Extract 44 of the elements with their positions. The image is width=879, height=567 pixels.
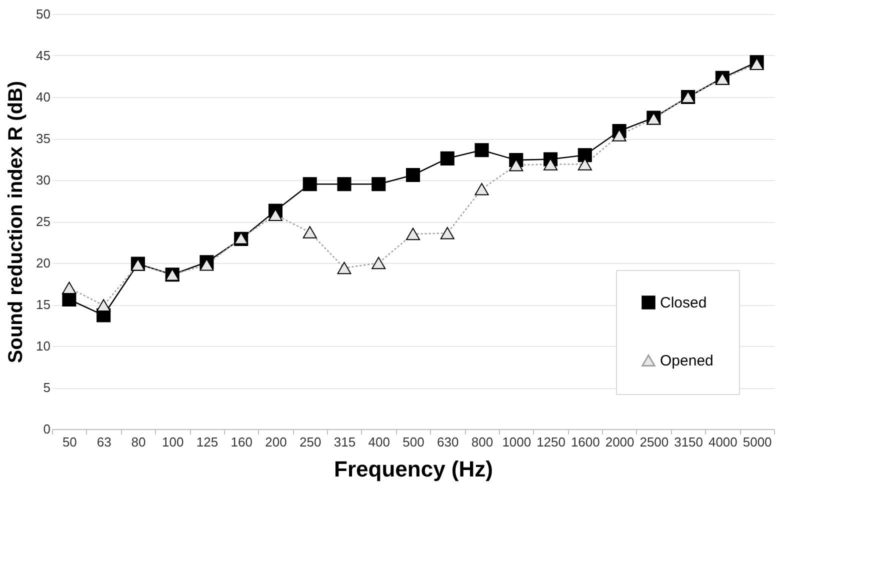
x-tick-label: 1600	[570, 434, 600, 450]
y-tick-label: 50	[36, 6, 50, 22]
x-tick-label: 200	[265, 434, 287, 450]
x-axis-title: Frequency (Hz)	[334, 456, 493, 482]
x-tick-label: 1000	[502, 434, 532, 450]
point	[474, 143, 489, 158]
x-tick-label: 50	[62, 434, 77, 450]
y-tick-label: 30	[36, 172, 50, 188]
y-tick-label: 10	[36, 338, 50, 354]
y-tick-label: 40	[36, 90, 50, 104]
x-tick-label: 125	[196, 434, 218, 450]
y-tick-label: 35	[36, 131, 50, 146]
x-tick-label: 3150	[674, 434, 704, 450]
legend-label: Closed	[660, 294, 707, 312]
x-tick-label: 80	[131, 434, 146, 450]
point	[440, 151, 454, 166]
x-tick-label: 630	[437, 434, 459, 450]
y-tick-label: 45	[36, 48, 50, 63]
x-tick-label: 315	[334, 434, 356, 450]
x-tick-label: 160	[230, 434, 252, 450]
point	[406, 168, 420, 182]
x-tick-label: 5000	[742, 434, 772, 450]
point	[302, 177, 317, 192]
x-tick-label: 2500	[640, 434, 669, 450]
x-tick-label: 63	[96, 434, 112, 450]
point	[372, 177, 386, 192]
x-tick-label: 250	[300, 434, 322, 450]
point	[578, 148, 592, 162]
y-axis-title: Sound reduction index R (dB)	[5, 80, 28, 364]
y-tick-label: 25	[36, 214, 50, 229]
x-tick-label: 100	[162, 434, 184, 450]
x-tick-label: 4000	[708, 434, 738, 450]
point	[62, 292, 76, 307]
y-tick-label: 15	[36, 297, 50, 312]
x-tick-label: 500	[402, 434, 424, 450]
point	[337, 177, 352, 192]
y-tick-label: 20	[36, 256, 50, 270]
x-tick-label: 1250	[536, 434, 566, 450]
y-tick-label: 5	[43, 380, 50, 395]
x-tick-label: 2000	[605, 434, 634, 450]
x-tick-label: 800	[471, 434, 494, 450]
x-tick-label: 400	[368, 434, 390, 450]
legend-label: Opened	[660, 352, 714, 370]
y-tick-label: 0	[43, 422, 50, 436]
